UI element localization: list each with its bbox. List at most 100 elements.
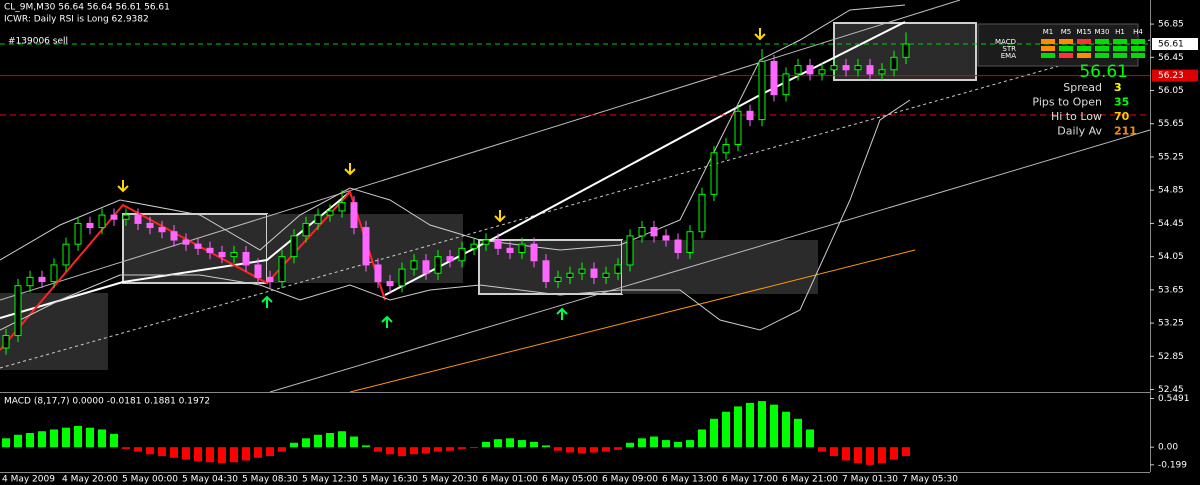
candle-body bbox=[830, 65, 838, 71]
macd-bar bbox=[158, 447, 166, 457]
macd-bar bbox=[722, 411, 730, 448]
candle-body bbox=[686, 231, 694, 253]
candle-body bbox=[398, 268, 406, 287]
candle-body bbox=[14, 285, 22, 337]
level-price-tag: 56.23 bbox=[1158, 71, 1184, 81]
macd-bar bbox=[446, 447, 454, 451]
signal-cell bbox=[1113, 53, 1127, 58]
candle-body bbox=[674, 239, 682, 253]
x-tick-label: 5 May 04:30 bbox=[182, 475, 238, 485]
y-tick-label: 55.25 bbox=[1158, 152, 1184, 162]
candle-body bbox=[542, 260, 550, 283]
timeframe-label: H4 bbox=[1133, 28, 1143, 36]
signal-cell bbox=[1077, 39, 1091, 44]
candle-body bbox=[122, 214, 130, 220]
macd-bar bbox=[590, 447, 598, 453]
signal-cell bbox=[1059, 39, 1073, 44]
info-value: 35 bbox=[1114, 96, 1129, 109]
candle-body bbox=[410, 260, 418, 270]
y-tick-label: 54.45 bbox=[1158, 219, 1184, 229]
buy-arrow bbox=[381, 315, 393, 328]
candle-body bbox=[710, 152, 718, 195]
candle-body bbox=[134, 214, 142, 224]
macd-bar bbox=[434, 447, 442, 452]
candle-body bbox=[38, 276, 46, 283]
signal-arrows bbox=[117, 28, 766, 328]
signal-cell bbox=[1131, 39, 1145, 44]
x-tick-label: 6 May 21:00 bbox=[782, 475, 838, 485]
candle-body bbox=[890, 56, 898, 71]
candle-body bbox=[770, 60, 778, 96]
macd-bar bbox=[182, 447, 190, 460]
indicator-label: EMA bbox=[1001, 52, 1016, 60]
timeframe-label: M5 bbox=[1061, 28, 1072, 36]
macd-bar bbox=[626, 442, 634, 448]
info-value: 70 bbox=[1114, 110, 1130, 123]
macd-bar bbox=[458, 447, 466, 449]
signal-cell bbox=[1095, 46, 1109, 51]
macd-bar bbox=[662, 440, 670, 448]
signal-cell bbox=[1077, 46, 1091, 51]
macd-bar bbox=[602, 447, 610, 452]
candle-body bbox=[806, 65, 814, 75]
buy-arrow bbox=[556, 307, 568, 320]
x-tick-label: 5 May 00:00 bbox=[122, 475, 178, 485]
signal-cell bbox=[1113, 46, 1127, 51]
x-tick-label: 5 May 12:30 bbox=[302, 475, 358, 485]
sell-arrow bbox=[494, 210, 506, 223]
signal-cell bbox=[1059, 46, 1073, 51]
macd-bar bbox=[734, 406, 742, 448]
candle-body bbox=[254, 264, 262, 278]
x-tick-label: 5 May 16:30 bbox=[362, 475, 418, 485]
bollinger-upper bbox=[0, 4, 906, 261]
candle-body bbox=[638, 227, 646, 237]
candle-body bbox=[662, 235, 670, 241]
macd-bar bbox=[242, 447, 250, 461]
candle-body bbox=[290, 235, 298, 258]
candle-body bbox=[350, 202, 358, 229]
macd-bar bbox=[902, 447, 910, 457]
candle-body bbox=[566, 272, 574, 278]
y-tick-label: 54.85 bbox=[1158, 186, 1184, 196]
candle-body bbox=[902, 43, 910, 58]
level-tag-bg bbox=[1152, 69, 1198, 82]
indicator-label: MACD bbox=[995, 38, 1016, 46]
macd-bar bbox=[110, 433, 118, 448]
candle-body bbox=[554, 276, 562, 283]
trend-line bbox=[384, 21, 906, 296]
candle-body bbox=[614, 264, 622, 274]
candle-body bbox=[386, 281, 394, 287]
macd-bar bbox=[542, 445, 550, 448]
candle-body bbox=[266, 276, 274, 283]
bollinger-lower bbox=[0, 99, 911, 331]
info-label: Pips to Open bbox=[1032, 96, 1102, 109]
candle-body bbox=[326, 210, 334, 216]
channel-line bbox=[0, 0, 961, 301]
candle-body bbox=[62, 243, 70, 266]
trend-line bbox=[349, 249, 916, 393]
x-tick-label: 5 May 08:30 bbox=[242, 475, 298, 485]
channel-line bbox=[269, 129, 1151, 393]
candle-body bbox=[242, 251, 250, 266]
macd-bar bbox=[638, 438, 646, 448]
box bbox=[622, 240, 818, 294]
macd-bar bbox=[650, 436, 658, 448]
macd-bar bbox=[50, 429, 58, 448]
candle-body bbox=[506, 247, 514, 253]
macd-bar bbox=[890, 447, 898, 460]
macd-y-tick-label: 0.5491 bbox=[1158, 394, 1190, 404]
macd-y-tick-label: -0.199 bbox=[1158, 460, 1187, 470]
candle-body bbox=[590, 268, 598, 278]
x-tick-label: 7 May 05:30 bbox=[902, 475, 958, 485]
candle-body bbox=[458, 247, 466, 262]
order-label: #139006 sell bbox=[8, 37, 68, 47]
x-tick-label: 4 May 20:00 bbox=[62, 475, 118, 485]
info-label: Spread bbox=[1063, 81, 1102, 94]
macd-bar bbox=[530, 441, 538, 448]
macd-bar bbox=[350, 436, 358, 448]
candle-body bbox=[194, 243, 202, 249]
macd-bar bbox=[866, 447, 874, 465]
macd-title: MACD (8,17,7) 0.0000 -0.0181 0.1881 0.19… bbox=[4, 397, 210, 407]
macd-bar bbox=[134, 447, 142, 452]
macd-bar bbox=[506, 438, 514, 448]
